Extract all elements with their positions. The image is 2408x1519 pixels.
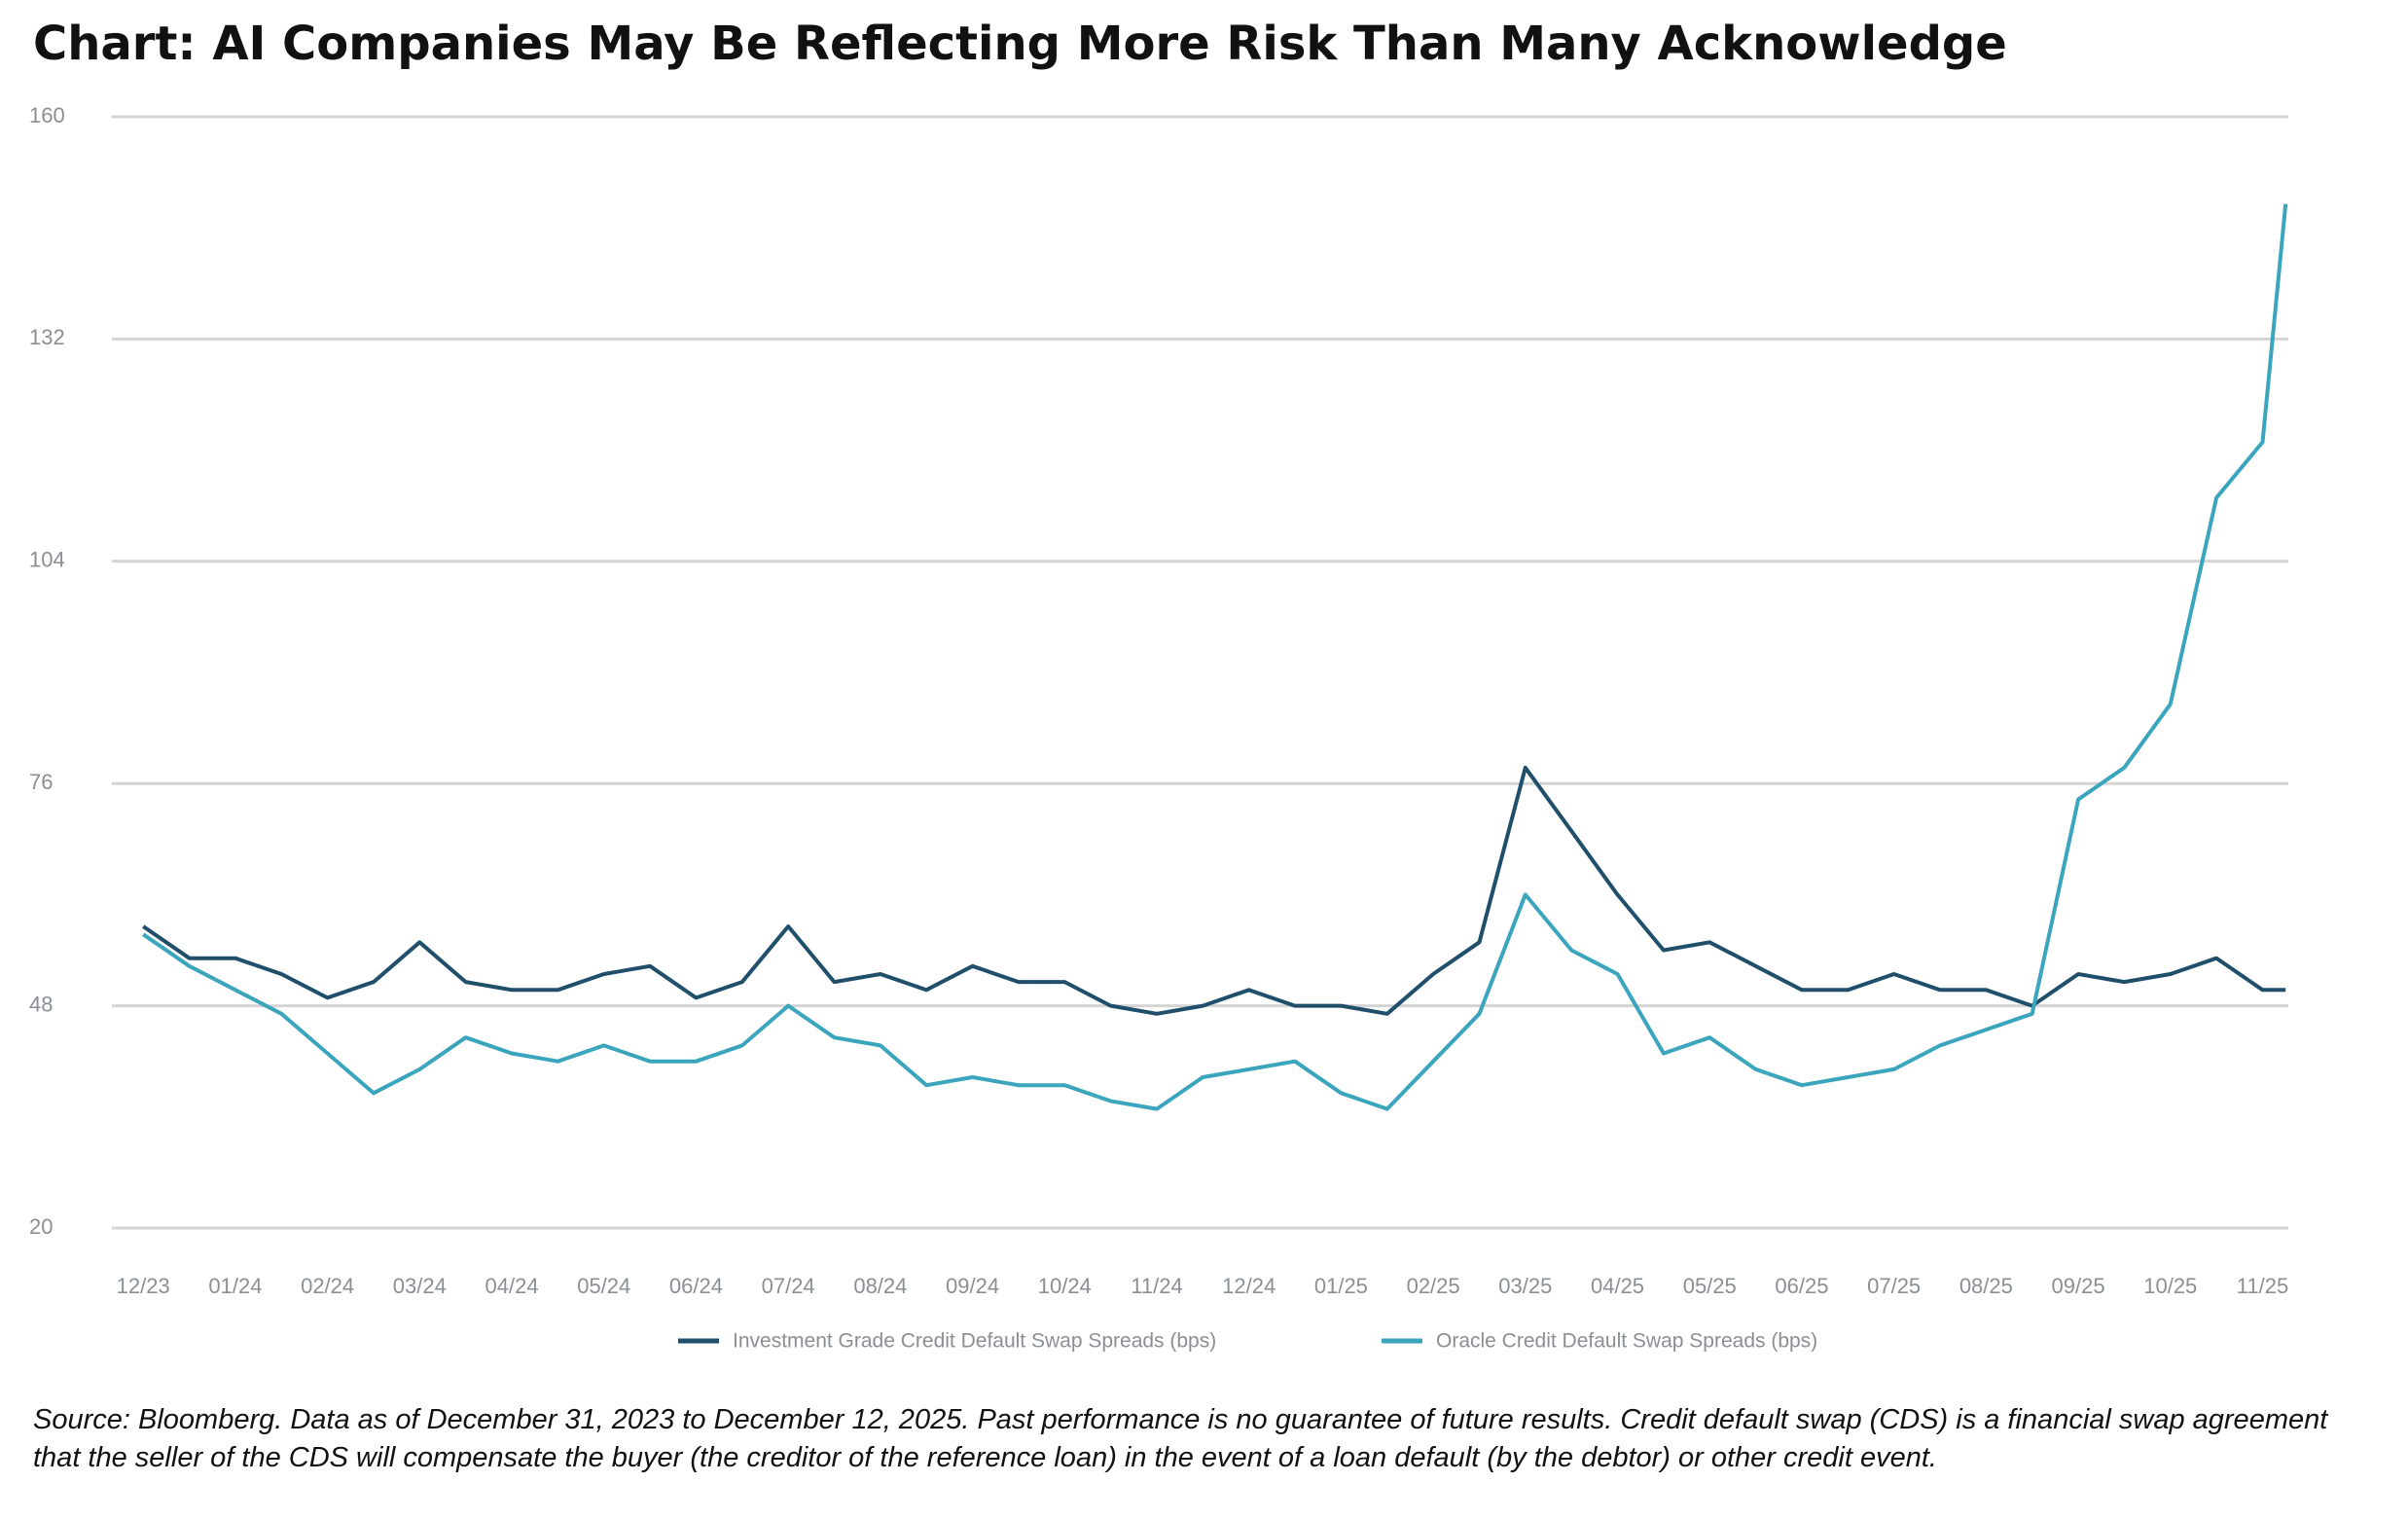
- x-tick-label: 07/25: [1867, 1274, 1921, 1298]
- legend-label: Oracle Credit Default Swap Spreads (bps): [1436, 1330, 1817, 1353]
- x-tick-label: 05/25: [1683, 1274, 1737, 1298]
- x-tick-label: 03/24: [393, 1274, 447, 1298]
- y-tick-label: 132: [29, 325, 65, 349]
- x-tick-label: 08/24: [853, 1274, 907, 1298]
- x-tick-label: 01/25: [1314, 1274, 1368, 1298]
- x-tick-label: 06/24: [669, 1274, 723, 1298]
- x-tick-label: 04/24: [485, 1274, 539, 1298]
- x-tick-label: 03/25: [1498, 1274, 1552, 1298]
- x-tick-label: 09/24: [946, 1274, 999, 1298]
- x-tick-label: 07/24: [762, 1274, 815, 1298]
- x-tick-label: 01/24: [208, 1274, 262, 1298]
- x-tick-label: 11/24: [1131, 1274, 1182, 1298]
- x-tick-label: 12/23: [117, 1274, 170, 1298]
- x-tick-label: 11/25: [2237, 1274, 2288, 1298]
- x-tick-label: 10/24: [1038, 1274, 1092, 1298]
- footnote: Source: Bloomberg. Data as of December 3…: [33, 1404, 2328, 1473]
- x-tick-label: 04/25: [1591, 1274, 1644, 1298]
- y-tick-label: 76: [29, 770, 53, 794]
- x-tick-label: 10/25: [2143, 1274, 2197, 1298]
- x-tick-label: 02/24: [301, 1274, 354, 1298]
- legend-label: Investment Grade Credit Default Swap Spr…: [733, 1330, 1216, 1353]
- x-tick-label: 02/25: [1407, 1274, 1460, 1298]
- x-tick-label: 12/24: [1222, 1274, 1276, 1298]
- y-tick-label: 48: [29, 992, 53, 1016]
- y-tick-label: 104: [29, 548, 65, 572]
- data-line: [142, 203, 2288, 1111]
- y-tick-label: 160: [29, 103, 65, 127]
- x-tick-label: 09/25: [2052, 1274, 2105, 1298]
- y-tick-label: 20: [29, 1214, 53, 1239]
- chart-title: Chart: AI Companies May Be Reflecting Mo…: [33, 17, 2007, 71]
- x-tick-label: 06/25: [1775, 1274, 1828, 1298]
- x-tick-label: 05/24: [577, 1274, 630, 1298]
- x-tick-label: 08/25: [1959, 1274, 2013, 1298]
- data-line: [142, 765, 2286, 1016]
